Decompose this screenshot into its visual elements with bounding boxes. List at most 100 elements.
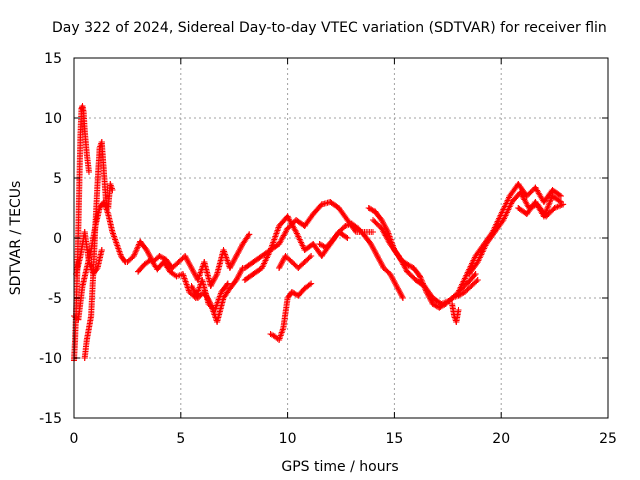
data-point [540,213,547,220]
data-point [79,103,86,109]
data-point [474,277,481,283]
data-point [226,285,233,292]
data-point [109,187,116,193]
data-point [310,241,317,247]
data-point [348,220,355,227]
data-point [353,229,359,235]
data-point [342,223,349,229]
data-point [455,307,462,313]
data-markers [135,256,231,313]
y-tick-label: -5 [48,291,62,307]
data-point [329,237,336,244]
data-point [130,253,137,259]
series-arc-6 [135,256,231,313]
data-point [344,235,351,241]
data-point [372,208,379,215]
data-point [558,193,564,199]
data-point [86,259,92,265]
data-point [387,271,394,277]
data-point [380,265,387,271]
data-point [259,265,265,271]
data-point [523,211,530,217]
data-point [540,199,547,205]
data-point [118,253,124,259]
tick-layer [73,57,609,419]
data-point [83,151,90,157]
data-point [308,253,315,259]
data-point [466,271,473,277]
data-point [226,265,233,271]
data-point [147,256,154,263]
data-point [267,331,274,337]
data-point [464,280,470,287]
data-markers [449,301,462,325]
data-point [188,265,195,271]
data-point [455,289,462,295]
series-arc-5 [124,231,253,289]
data-point [282,253,289,259]
data-point [72,337,79,343]
data-point [135,268,142,275]
data-point [393,283,400,289]
data-markers [466,189,567,277]
data-point [179,271,186,277]
data-point [421,283,428,289]
data-point [156,253,163,259]
data-point [246,231,253,238]
data-point [517,189,524,196]
data-point [141,261,148,268]
data-point [301,223,308,229]
grid-layer [74,58,608,418]
data-point [295,292,302,299]
data-point [250,259,257,265]
x-axis-title: GPS time / hours [281,459,398,475]
data-point [335,205,342,211]
data-point [295,265,302,271]
data-point [378,225,385,232]
data-point [301,285,308,292]
data-point [107,181,114,187]
data-point [113,241,120,247]
data-point [449,301,456,307]
data-point [365,205,372,211]
data-point [506,193,513,199]
data-point [301,247,308,253]
data-point [284,225,291,232]
data-point [96,205,103,211]
data-point [387,241,394,247]
y-tick-label: 15 [44,51,62,67]
data-point [276,223,283,229]
data-point [284,213,291,220]
data-point [94,181,101,187]
data-point [98,139,105,145]
data-point [199,277,206,283]
data-point [308,280,315,287]
data-point [79,283,86,289]
series-arc-15 [449,301,462,325]
data-layer [71,103,567,364]
data-markers [316,220,406,301]
data-point [250,271,257,277]
data-point [214,271,221,277]
data-point [335,229,342,235]
data-point [451,313,458,319]
data-point [124,259,131,265]
data-markers [124,231,253,289]
data-point [344,217,351,223]
x-tick-label: 0 [70,431,79,447]
data-point [214,319,221,325]
data-point [404,268,411,275]
data-point [549,193,556,199]
series-arc-9 [241,213,351,283]
data-point [77,133,84,139]
data-point [551,205,558,211]
data-point [284,295,291,301]
data-point [86,325,92,331]
data-point [468,283,475,289]
data-point [175,259,182,265]
data-point [137,238,144,245]
data-point [438,301,445,307]
data-point [96,145,103,151]
data-point [75,316,82,323]
